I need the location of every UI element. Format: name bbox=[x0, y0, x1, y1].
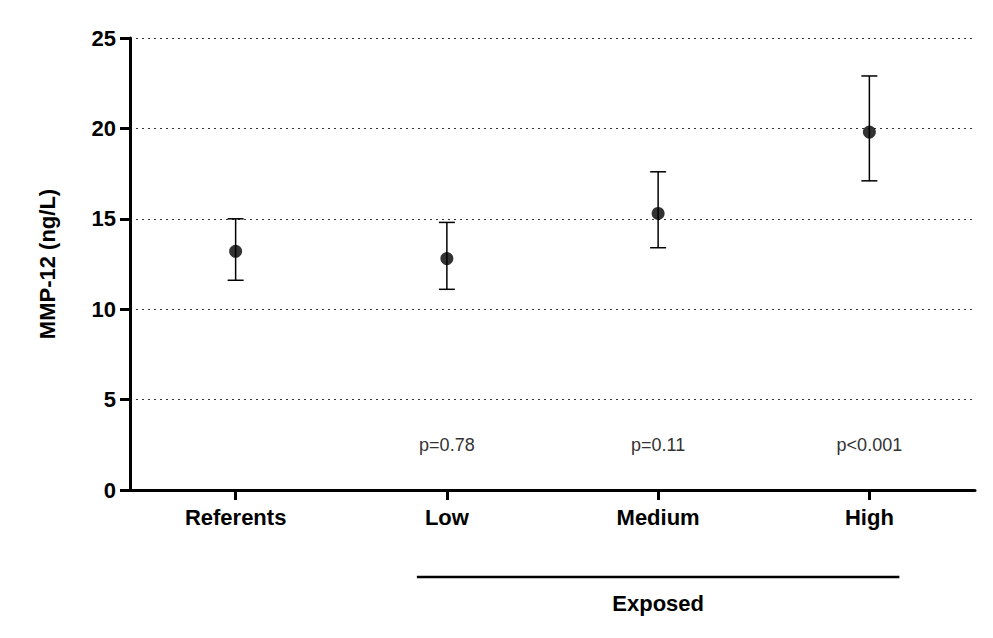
svg-text:20: 20 bbox=[92, 116, 116, 141]
svg-text:Referents: Referents bbox=[185, 505, 286, 530]
svg-text:Medium: Medium bbox=[617, 505, 700, 530]
svg-text:p<0.001: p<0.001 bbox=[837, 435, 903, 455]
svg-text:Exposed: Exposed bbox=[612, 591, 704, 616]
svg-text:MMP-12 (ng/L): MMP-12 (ng/L) bbox=[35, 189, 60, 339]
svg-text:10: 10 bbox=[92, 297, 116, 322]
svg-text:0: 0 bbox=[104, 478, 116, 503]
svg-text:Low: Low bbox=[425, 505, 470, 530]
svg-text:25: 25 bbox=[92, 26, 116, 51]
svg-text:5: 5 bbox=[104, 387, 116, 412]
svg-text:p=0.78: p=0.78 bbox=[419, 435, 475, 455]
svg-text:p=0.11: p=0.11 bbox=[631, 435, 685, 455]
svg-text:High: High bbox=[845, 505, 894, 530]
svg-text:15: 15 bbox=[92, 206, 116, 231]
